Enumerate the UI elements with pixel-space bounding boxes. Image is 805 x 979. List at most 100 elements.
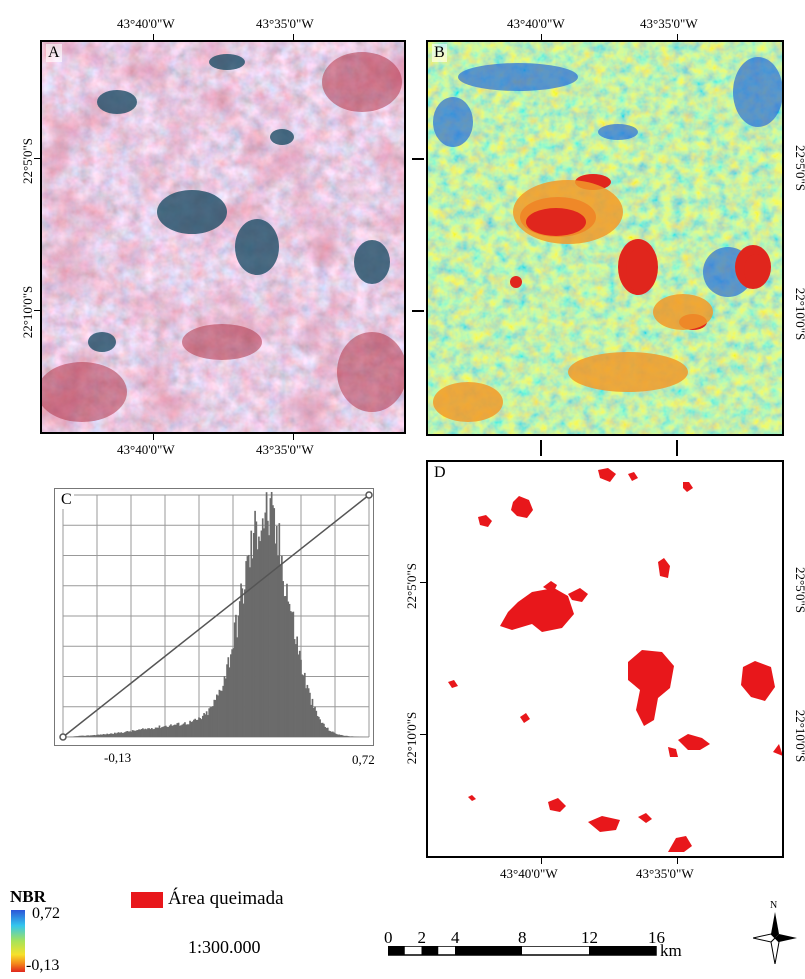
histogram-bar [323,723,325,737]
histogram-bar [168,725,171,737]
histogram-bar [244,589,246,737]
histogram-bar [277,555,279,737]
histogram-bar [287,601,290,737]
histogram-bar [212,706,214,737]
histogram-bar [138,729,140,737]
lon-label-b-top-1: 43°40'0"W [507,16,565,31]
histogram-bar [319,719,321,737]
histogram-bar [156,727,158,737]
histogram-bar [99,734,102,737]
histogram-bar [309,692,311,737]
histogram-bar [199,718,202,737]
histogram-bar [275,525,278,737]
histogram-bar [233,622,236,737]
histogram-bar [191,721,194,737]
histogram-bar [273,508,276,737]
histogram-bar [189,720,191,737]
connector [412,158,424,160]
scale-unit: km [660,941,682,960]
histogram-bar [120,732,123,737]
histogram-bar [343,735,346,737]
histogram-bar [94,735,97,737]
histogram-bar [198,717,200,737]
histogram-bar [91,735,93,737]
histogram-bar [85,735,88,737]
histogram-bar [121,732,124,737]
histogram-bar [210,707,213,737]
histogram-bar [88,735,91,737]
lon-label-b-top-2: 43°35'0"W [640,16,698,31]
histogram-bar [136,730,139,737]
histogram-bar [187,724,190,737]
tick [420,582,426,583]
histogram-bar [157,727,160,737]
lat-label-b-1: 22°5'0"S [793,144,805,192]
histogram-bar [140,729,143,737]
histogram-bar [325,727,328,737]
histogram-bar [159,728,162,737]
panel-a-image [42,42,404,432]
histogram-bar [259,541,262,737]
tick [677,34,678,40]
histogram-bar [305,688,307,737]
connector [412,310,424,312]
histogram-max-label: 0,72 [352,752,375,767]
histogram-bar [237,615,240,737]
histogram-bar [349,736,352,737]
histogram-bar [98,734,101,737]
histogram-bar [326,727,329,737]
histogram-bar [158,725,161,737]
histogram-bar [145,729,148,737]
histogram-bar [288,603,291,737]
histogram-bar [324,726,327,737]
histogram-bar [177,722,180,737]
scale-tick-label: 8 [518,928,527,947]
histogram-bar [311,698,314,737]
histogram-bar [263,528,265,737]
histogram-bar [342,735,344,737]
histogram-bar [251,558,254,737]
histogram-bar [279,565,282,737]
burned-area-label: Área queimada [168,888,284,909]
histogram-bar [254,510,256,737]
scale-tick-label: 16 [648,928,665,947]
histogram-bar [335,734,338,737]
histogram-bar [129,731,131,737]
histogram-bar [236,637,239,737]
histogram-bar [106,733,109,737]
histogram-bar [297,654,300,737]
histogram-bar [232,648,235,737]
histogram-bar [171,725,174,737]
histogram-bar [265,492,268,737]
histogram-bar [77,736,79,737]
stretch-handle[interactable] [59,733,67,741]
lon-label-a-bottom-2: 43°35'0"W [256,442,314,457]
tick [677,858,678,864]
lat-label-d-1: 22°5'0"S [404,562,419,610]
histogram-bar [224,678,227,737]
histogram-bar [303,672,306,737]
histogram-bar [184,722,186,737]
histogram-bar [272,505,274,737]
histogram-bar [219,690,222,737]
histogram-bar [214,699,217,737]
lat-label-d-right-1: 22°5'0"S [793,566,805,614]
histogram-bar [208,708,211,737]
histogram-bar [175,724,177,737]
histogram-bar [231,649,233,737]
scale-tick-label: 0 [384,928,393,947]
histogram-bar [241,588,244,737]
stretch-handle[interactable] [365,491,373,499]
histogram-bar [182,723,185,737]
nbr-color-ramp [11,910,25,972]
histogram-bar [269,498,272,737]
histogram-bar [300,659,302,737]
histogram-bar [205,711,208,737]
panel-a-label: A [46,44,62,62]
histogram-bar [281,555,283,737]
lon-label-d-bottom-2: 43°35'0"W [636,866,694,881]
panel-d-image [428,462,782,856]
histogram-bar [162,726,165,737]
histogram-bar [228,667,231,737]
panel-d-burned-area: D [426,460,784,858]
